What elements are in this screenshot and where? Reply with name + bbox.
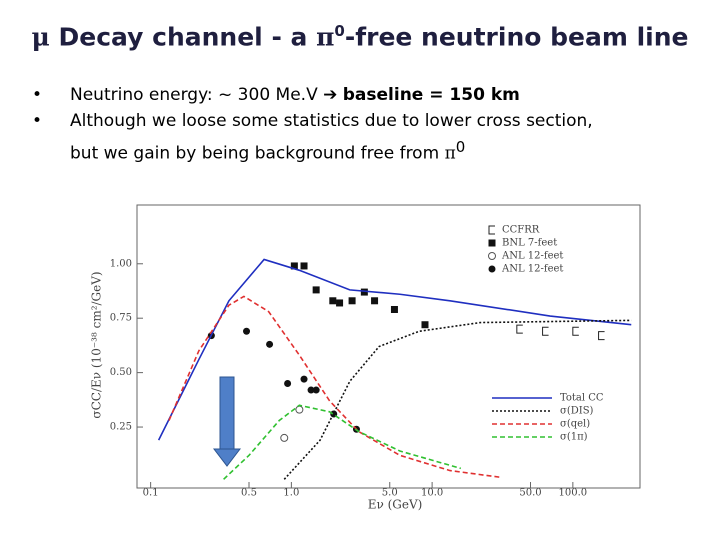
x-tick-label: 10.0 [421,488,443,499]
x-tick-label: 100.0 [559,488,588,499]
data-point [390,305,398,313]
data-point [284,380,292,388]
legend-label: Total CC [560,393,604,404]
x-tick-label: 5.0 [382,488,398,499]
legend-label: ANL 12-feet [501,264,563,275]
data-point [243,327,251,335]
y-tick-label: 0.75 [110,313,132,324]
data-point [312,286,320,294]
x-axis-label: Eν (GeV) [368,498,423,512]
x-tick-label: 0.1 [143,488,159,499]
data-point [542,326,549,336]
data-point [360,288,368,296]
legend-label: CCFRR [502,225,540,236]
curve [283,319,632,480]
x-tick-label: 1.0 [283,488,299,499]
text: π [444,143,456,164]
curve [157,258,632,441]
x-tick-label: 0.5 [241,488,257,499]
data-point [300,375,308,383]
bullet-dot: • [32,85,43,105]
data-point [598,331,605,341]
x-tick-label: 50.0 [519,488,541,499]
plot-frame [136,204,641,489]
legend-swatch [488,265,496,273]
y-tick-label: 1.00 [110,258,132,269]
data-point [300,262,308,270]
data-point [307,386,315,394]
legend-swatch [488,225,495,235]
slide-title: μ Decay channel - a π0-free neutrino bea… [0,22,720,51]
curve [168,295,500,478]
data-point [295,405,304,414]
data-point [336,299,344,307]
legend-label: σ(qel) [560,419,590,430]
arrow-icon: ➔ [323,85,338,105]
legend-label: ANL 12-feet [501,251,563,262]
arrow-shaft [219,376,235,450]
data-point [371,297,379,305]
text: but we gain by being background free fro… [70,143,445,164]
data-point [312,386,320,394]
legend-swatch [488,239,496,247]
arrow-head [212,448,242,467]
arrow [212,376,242,467]
text: 0 [455,138,466,156]
curve [223,404,462,480]
data-point [421,321,429,329]
data-point [266,340,274,348]
data-point [329,297,337,305]
legend-label: σ(DIS) [560,406,594,417]
title-part: Decay channel - a [49,22,317,52]
bullet-dot: • [32,111,43,131]
data-point [572,326,579,336]
y-tick-label: 0.50 [110,367,132,378]
title-part: π [316,22,335,52]
text: Neutrino energy: ~ 300 Me.V [70,85,318,105]
text: baseline = 150 km [342,85,520,105]
bullet-text: but we gain by being background free fro… [70,134,465,167]
bullet-text: Although we loose some statistics due to… [70,111,593,131]
legend-label: BNL 7-feet [502,238,557,249]
data-point [280,433,289,442]
legend-swatch [488,252,496,260]
y-axis-label: σCC/Eν (10⁻³⁸ cm²/GeV) [90,271,104,418]
legend-label: σ(1π) [560,432,588,443]
title-part: μ [31,22,50,52]
y-tick-label: 0.25 [110,422,132,433]
data-point [290,262,298,270]
title-part: -free neutrino beam line [344,22,689,52]
title-part: 0 [334,22,345,40]
data-point [516,324,523,334]
data-point [348,297,356,305]
bullet-text: Neutrino energy: ~ 300 Me.V ➔ baseline =… [70,82,520,108]
